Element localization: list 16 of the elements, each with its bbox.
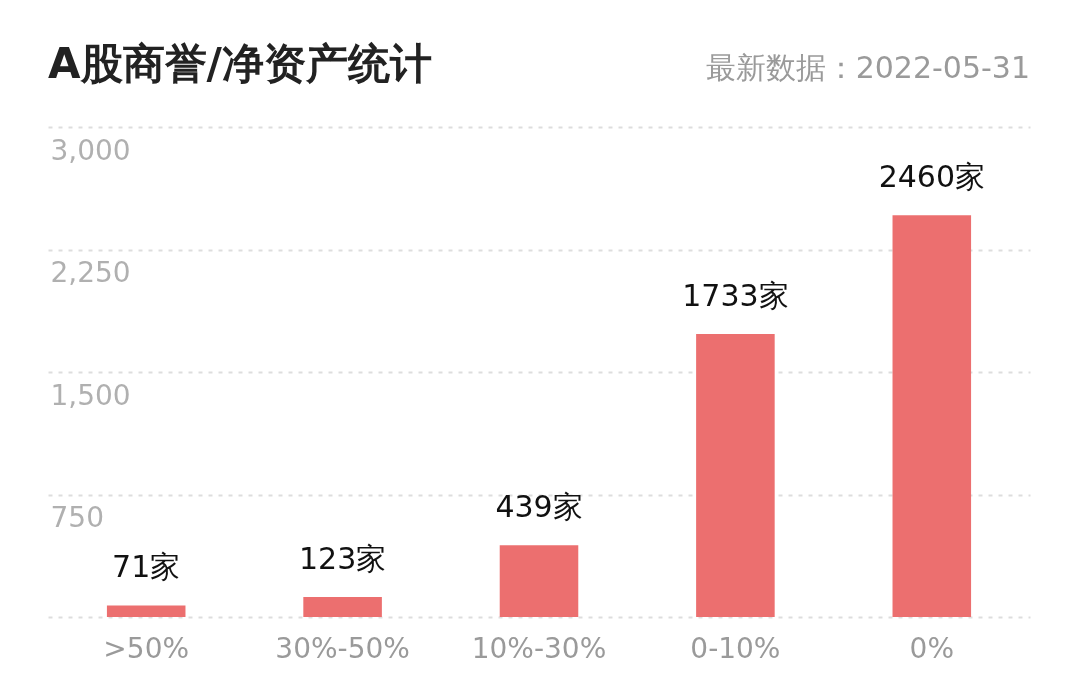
- y-tick-label: 750: [50, 501, 104, 534]
- chart-subtitle: 最新数据：2022-05-31: [705, 50, 1030, 86]
- x-tick-label: >50%: [103, 631, 190, 665]
- x-tick-label: 0%: [909, 631, 955, 665]
- y-tick-label: 2,250: [50, 256, 131, 289]
- x-tick-label: 0-10%: [690, 631, 781, 665]
- data-label: 2460家: [878, 159, 985, 195]
- data-label: 1733家: [682, 277, 789, 313]
- x-tick-label: 30%-50%: [275, 631, 410, 665]
- y-tick-label: 3,000: [50, 133, 131, 167]
- x-tick-label: 10%-30%: [471, 631, 607, 665]
- data-label: 71家: [112, 549, 181, 585]
- data-label: 123家: [298, 540, 387, 576]
- chart-title: A股商誉/净资产统计: [48, 39, 432, 88]
- data-label: 439家: [495, 489, 583, 525]
- y-tick-label: 1,500: [50, 378, 131, 412]
